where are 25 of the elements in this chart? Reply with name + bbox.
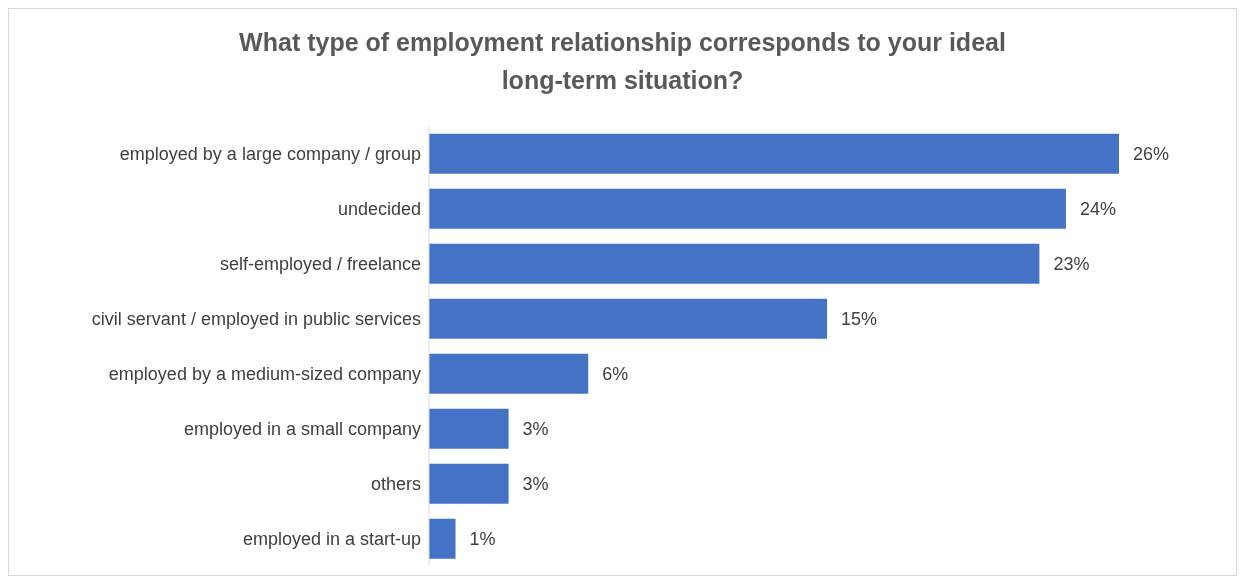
y-tick-label: others xyxy=(370,473,421,494)
y-tick-label: employed by a medium-sized company xyxy=(108,363,421,384)
data-label: 1% xyxy=(469,529,496,550)
data-label: 3% xyxy=(522,419,549,440)
y-tick-label: employed in a start-up xyxy=(242,528,421,549)
bar xyxy=(429,353,589,394)
chart-title: What type of employment relationship corresponds to your ideal long-term situation? xyxy=(238,27,1007,96)
y-tick-label: self-employed / freelance xyxy=(219,253,421,274)
data-label: 26% xyxy=(1133,144,1170,165)
bar xyxy=(429,463,509,504)
bar xyxy=(429,298,828,339)
y-tick-label: civil servant / employed in public services xyxy=(91,308,421,329)
y-tick-label: employed by a large company / group xyxy=(119,143,421,164)
bar xyxy=(429,133,1119,174)
data-label: 3% xyxy=(522,474,549,495)
bar xyxy=(429,188,1066,229)
y-tick-label: undecided xyxy=(337,198,421,219)
data-label: 6% xyxy=(602,364,629,385)
data-label: 23% xyxy=(1053,254,1090,275)
bar xyxy=(429,518,456,559)
bar xyxy=(429,243,1040,284)
data-label: 15% xyxy=(841,309,878,330)
bar xyxy=(429,408,509,449)
data-label: 24% xyxy=(1079,199,1116,220)
y-tick-label: employed in a small company xyxy=(183,418,421,439)
